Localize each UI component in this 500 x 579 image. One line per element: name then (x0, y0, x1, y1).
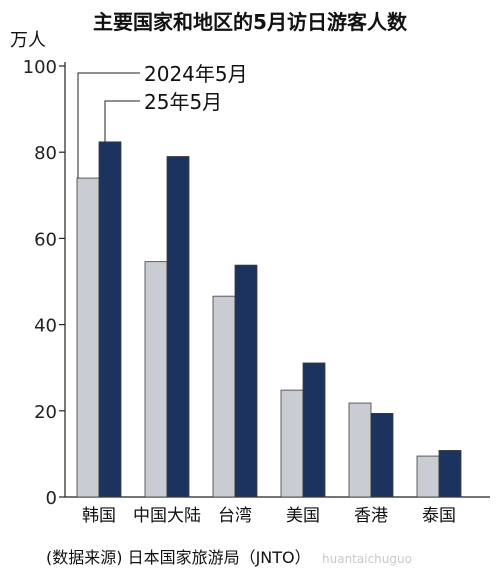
bar-current-year (166, 156, 190, 498)
bar-current-year (234, 264, 258, 498)
bar-prev-year (144, 261, 168, 498)
bar-prev-year (280, 389, 304, 498)
legend-label: 2024年5月 (144, 62, 248, 86)
bar-current-year (370, 412, 394, 498)
y-tick-label: 60 (34, 229, 57, 250)
watermark: huantaichuguo (322, 552, 412, 566)
x-category-label: 美国 (286, 506, 320, 526)
bar-current-year (302, 362, 326, 498)
x-category-label: 泰国 (422, 506, 456, 526)
y-tick-label: 80 (34, 143, 57, 164)
y-tick-label: 20 (34, 402, 57, 423)
y-tick-label: 40 (34, 316, 57, 337)
chart-title: 主要国家和地区的5月访日游客人数 (93, 10, 407, 34)
bar-prev-year (212, 295, 236, 498)
y-tick-label: 100 (23, 57, 57, 78)
bar-current-year (98, 141, 122, 498)
bar-prev-year (76, 177, 100, 498)
x-category-label: 韩国 (82, 506, 116, 526)
source-note: (数据来源) 日本国家旅游局（JNTO） (46, 548, 311, 567)
x-category-label: 香港 (354, 506, 388, 526)
legend-leader-line (104, 100, 140, 142)
y-axis-unit-label: 万人 (10, 30, 46, 51)
bar-prev-year (348, 402, 372, 498)
legend-label: 25年5月 (144, 90, 222, 114)
bar-prev-year (416, 455, 440, 498)
legend-leader-line (77, 72, 140, 179)
x-category-label: 台湾 (218, 506, 252, 526)
bar-current-year (438, 450, 462, 498)
y-tick-label: 0 (46, 488, 57, 509)
x-category-label: 中国大陆 (133, 506, 201, 526)
